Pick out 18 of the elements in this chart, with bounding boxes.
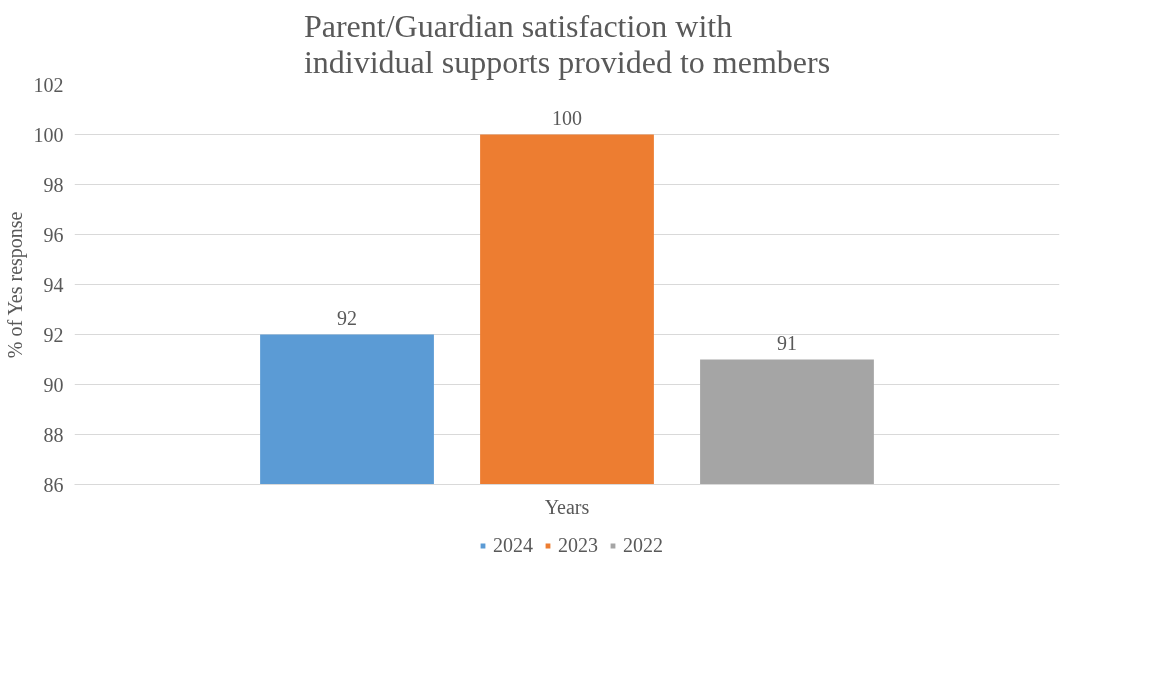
legend-label: 2024 — [493, 533, 533, 557]
data-label: 91 — [776, 331, 797, 354]
y-tick-label: 88 — [43, 423, 64, 446]
legend-label: 2022 — [623, 533, 663, 557]
x-tick-label: Years — [544, 495, 590, 518]
data-label: 100 — [552, 106, 582, 129]
y-axis-title: % of Yes response — [3, 211, 27, 359]
chart-title: Parent/Guardian satisfaction with individual supports provided to members — [303, 7, 831, 80]
y-tick-label: 102 — [33, 73, 64, 96]
y-tick-label: 98 — [43, 173, 64, 196]
y-tick-label: 96 — [43, 223, 64, 246]
y-tick-label: 100 — [33, 123, 64, 146]
data-label: 92 — [337, 306, 358, 329]
y-tick-label: 92 — [43, 323, 64, 346]
y-tick-label: 94 — [43, 273, 64, 296]
legend-label: 2023 — [558, 533, 598, 557]
y-tick-label: 86 — [43, 473, 64, 496]
y-tick-label: 90 — [43, 373, 64, 396]
